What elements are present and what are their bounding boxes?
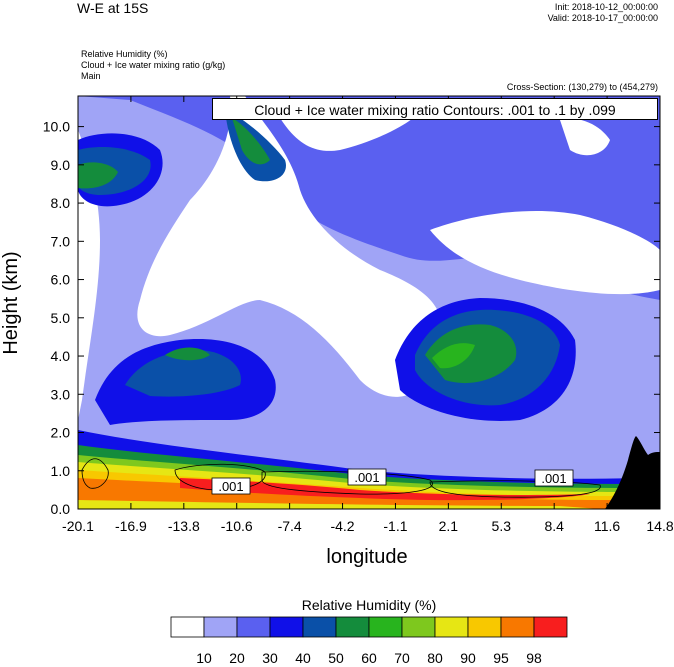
chart-title: W-E at 15S: [77, 0, 149, 16]
contour-label-box: [347, 468, 387, 486]
y-tick-label: 7.0: [51, 233, 71, 249]
colorbar-swatch: [368, 616, 403, 638]
y-tick-label: 9.0: [51, 157, 71, 173]
colorbar-title: Relative Humidity (%): [302, 597, 437, 613]
colorbar-level-label: 98: [526, 650, 542, 666]
x-axis: -20.1 -16.9 -13.8 -10.6 -7.4 -4.2 -1.1 2.1 5.3 8.…: [62, 96, 674, 534]
x-tick-label: -4.2: [330, 518, 354, 534]
rh-region: [232, 118, 270, 165]
colorbar-level-label: 60: [361, 650, 377, 666]
rh-region: [137, 96, 443, 397]
colorbar-level-label: 90: [460, 650, 476, 666]
colorbar-swatch: [236, 616, 271, 638]
x-tick-label: 8.4: [544, 518, 564, 534]
colorbar-swatch: [170, 616, 205, 638]
colorbar-level-label: 40: [295, 650, 311, 666]
x-tick-label: -1.1: [383, 518, 407, 534]
colorbar-swatch: [269, 616, 304, 638]
colorbar-level-label: 70: [394, 650, 410, 666]
colorbar-swatch: [467, 616, 502, 638]
colorbar: 10 20 30 40 50 60 70 80 90 95 98: [170, 616, 568, 666]
contour-info-box: Cloud + Ice water mixing ratio Contours:…: [212, 98, 658, 120]
colorbar-swatch: [533, 616, 568, 638]
colorbar-level-label: 30: [262, 650, 278, 666]
terrain: [605, 436, 660, 509]
x-tick-label: -10.6: [221, 518, 253, 534]
contour-label: .001: [541, 471, 566, 486]
y-tick-label: 3.0: [51, 386, 71, 402]
colorbar-swatch: [500, 616, 535, 638]
rh-region: [78, 500, 600, 509]
colorbar-swatch: [302, 616, 337, 638]
colorbar-level-label: 20: [229, 650, 245, 666]
y-tick-label: 2.0: [51, 425, 71, 441]
contour-label-box: [211, 477, 251, 495]
cloud-contour: [174, 463, 266, 491]
colorbar-level-label: 50: [328, 650, 344, 666]
contour-label: .001: [218, 479, 243, 494]
x-tick-label: -20.1: [62, 518, 94, 534]
y-tick-label: 10.0: [43, 119, 70, 135]
x-tick-label: -7.4: [278, 518, 302, 534]
x-axis-label: longitude: [326, 546, 407, 568]
y-tick-label: 6.0: [51, 272, 71, 288]
cloud-contour: [261, 470, 433, 495]
x-tick-label: -13.8: [168, 518, 200, 534]
colorbar-swatch: [203, 616, 238, 638]
y-tick-label: 1.0: [51, 463, 71, 479]
cloud-contour: [81, 458, 109, 489]
x-tick-label: 11.6: [594, 518, 620, 534]
y-tick-label: 4.0: [51, 348, 71, 364]
rh-region: [425, 324, 517, 384]
y-axis-label: Height (km): [0, 251, 22, 354]
contour-label: .001: [354, 470, 379, 485]
colorbar-swatch: [335, 616, 370, 638]
y-tick-label: 5.0: [51, 310, 71, 326]
colorbar-level-label: 95: [493, 650, 509, 666]
cloud-contour: [429, 480, 601, 498]
rh-region: [180, 478, 590, 501]
rh-region: [78, 162, 118, 189]
valid-time: Valid: 2018-10-17_00:00:00: [547, 13, 658, 23]
x-tick-label: -16.9: [115, 518, 147, 534]
x-tick-label: 14.8: [646, 518, 673, 534]
colorbar-swatch: [434, 616, 469, 638]
colorbar-swatch: [401, 616, 436, 638]
rh-region: [125, 350, 241, 397]
rh-region: [432, 343, 475, 369]
rh-region: [165, 347, 210, 361]
plot-frame: [77, 95, 661, 510]
field-label-cloud: Cloud + Ice water mixing ratio (g/kg): [81, 60, 226, 70]
y-tick-label: 8.0: [51, 195, 71, 211]
x-tick-label: 2.1: [439, 518, 459, 534]
rh-region: [430, 210, 660, 295]
x-tick-label: 5.3: [492, 518, 512, 534]
y-axis: 0.0 1.0 2.0 3.0 4.0 5.0 6.0 7.0 8.0 9.0 10.0: [43, 119, 660, 517]
init-time: Init: 2018-10-12_00:00:00: [554, 2, 658, 12]
y-tick-label: 0.0: [51, 501, 71, 517]
field-label-main: Main: [81, 71, 101, 81]
cross-section-label: Cross-Section: (130,279) to (454,279): [506, 82, 658, 92]
field-layer: [78, 96, 660, 509]
field-label-rh: Relative Humidity (%): [81, 49, 168, 59]
colorbar-level-label: 80: [427, 650, 443, 666]
contour-label-box: [534, 469, 574, 487]
colorbar-level-label: 10: [196, 650, 212, 666]
rh-region: [560, 118, 610, 156]
